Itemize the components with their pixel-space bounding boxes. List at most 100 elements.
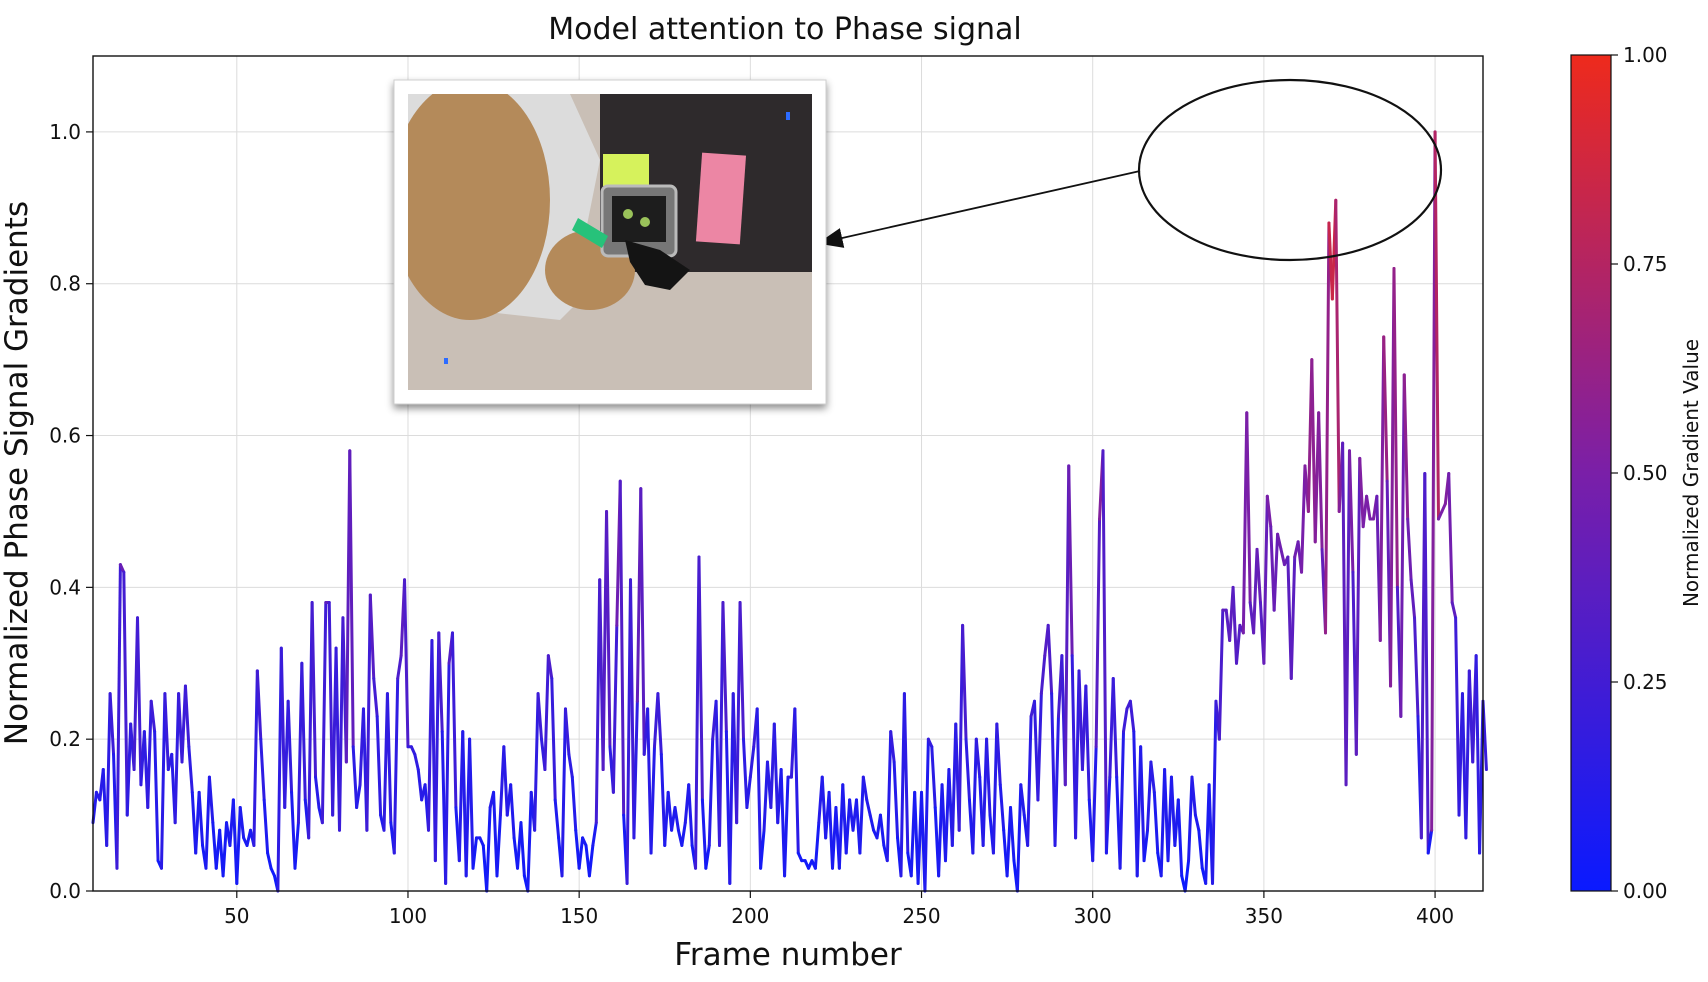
y-tick-label: 0.6 [49, 424, 81, 448]
line-segment [964, 737, 971, 802]
line-segment [1152, 790, 1160, 855]
line-segment [673, 806, 680, 832]
line-segment [1402, 373, 1410, 521]
line-segment [783, 775, 790, 878]
plot-border [92, 55, 1484, 892]
line-segment [639, 487, 646, 756]
line-segment [1145, 760, 1153, 832]
line-segment [1046, 623, 1054, 696]
line-segment [502, 745, 509, 817]
line-segment [159, 692, 167, 870]
y-tick-label: 0.8 [49, 272, 81, 296]
line-segment [471, 836, 478, 870]
line-segment [351, 745, 359, 809]
line-segment [629, 578, 636, 840]
line-segment [923, 737, 930, 893]
line-segment [173, 692, 181, 825]
line-segment [1190, 775, 1197, 817]
x-tick-label: 350 [1245, 904, 1283, 928]
line-segment [632, 699, 639, 840]
line-segment [1019, 783, 1026, 817]
line-segment [930, 745, 937, 809]
colorbar-tick-label: 0.00 [1623, 879, 1668, 903]
plant-box-inner [612, 196, 666, 242]
line-segment [437, 631, 444, 734]
line-segment [1063, 464, 1071, 787]
line-segment [286, 699, 294, 794]
x-tick-label: 150 [560, 904, 598, 928]
line-segment [1464, 669, 1471, 840]
line-segment [509, 783, 516, 840]
line-segment [1447, 472, 1454, 605]
line-segment [605, 509, 612, 749]
line-segment [207, 775, 215, 825]
line-segment [1139, 745, 1146, 863]
line-segment [314, 775, 321, 809]
y-axis-title: Normalized Phase Signal Gradients [0, 201, 35, 745]
y-tick-label: 1.0 [49, 120, 81, 144]
line-segment [995, 722, 1002, 787]
line-segment [721, 601, 728, 734]
line-segment [368, 593, 376, 680]
floor-marker [786, 112, 790, 120]
colorbar-tick-label: 0.50 [1623, 461, 1668, 485]
line-segment [108, 692, 116, 756]
y-tick-label: 0.0 [49, 879, 81, 903]
line-segment [444, 661, 451, 885]
line-segment [1084, 684, 1091, 802]
line-segment [889, 730, 896, 764]
signal-line [91, 130, 1488, 893]
line-segment [300, 661, 307, 802]
line-segment [892, 760, 900, 840]
teddy-bear [408, 94, 550, 320]
line-segment [1289, 555, 1297, 680]
line-segment [813, 821, 821, 870]
line-segment [563, 707, 571, 756]
line-segment [105, 692, 112, 847]
line-segment [1354, 456, 1362, 756]
callout-arrow [817, 170, 1141, 248]
line-segment [1142, 828, 1149, 863]
line-segment [293, 821, 300, 870]
line-segment [1358, 456, 1365, 529]
line-segment [238, 806, 246, 840]
line-segment [1409, 578, 1417, 620]
line-segment [1392, 267, 1399, 589]
colorbar-tick-label: 0.25 [1623, 670, 1668, 694]
x-tick-label: 100 [389, 904, 427, 928]
line-segment [153, 730, 160, 863]
line-segment [878, 813, 886, 847]
line-segment [697, 555, 704, 802]
colorbar-tick-label: 0.75 [1623, 252, 1668, 276]
line-segment [392, 676, 400, 855]
line-segment [1101, 449, 1108, 855]
line-segment [122, 570, 129, 817]
line-segment [1036, 692, 1043, 802]
line-segment [1193, 813, 1201, 832]
colorbar-title: Normalized Gradient Value [1679, 339, 1703, 607]
line-segment [546, 654, 554, 680]
line-segment [902, 692, 910, 855]
line-segment [1067, 464, 1074, 658]
line-segment [865, 798, 872, 817]
line-segment [149, 699, 157, 734]
line-segment [858, 775, 865, 855]
line-segment [666, 790, 674, 832]
line-segment [259, 737, 266, 802]
line-segment [125, 722, 133, 817]
line-segment [844, 798, 852, 855]
line-segment [755, 707, 763, 870]
line-segment [1183, 859, 1191, 893]
x-axis-title: Frame number [674, 937, 902, 973]
line-segment [403, 578, 410, 749]
line-segment [1111, 676, 1119, 779]
line-segment [495, 813, 502, 878]
line-segment [1026, 714, 1033, 847]
line-segment [649, 745, 656, 855]
line-segment [433, 631, 441, 863]
sprout [640, 217, 650, 227]
line-segment [252, 669, 259, 847]
line-segment [567, 752, 574, 779]
line-segment [793, 707, 800, 855]
line-segment [416, 768, 424, 802]
